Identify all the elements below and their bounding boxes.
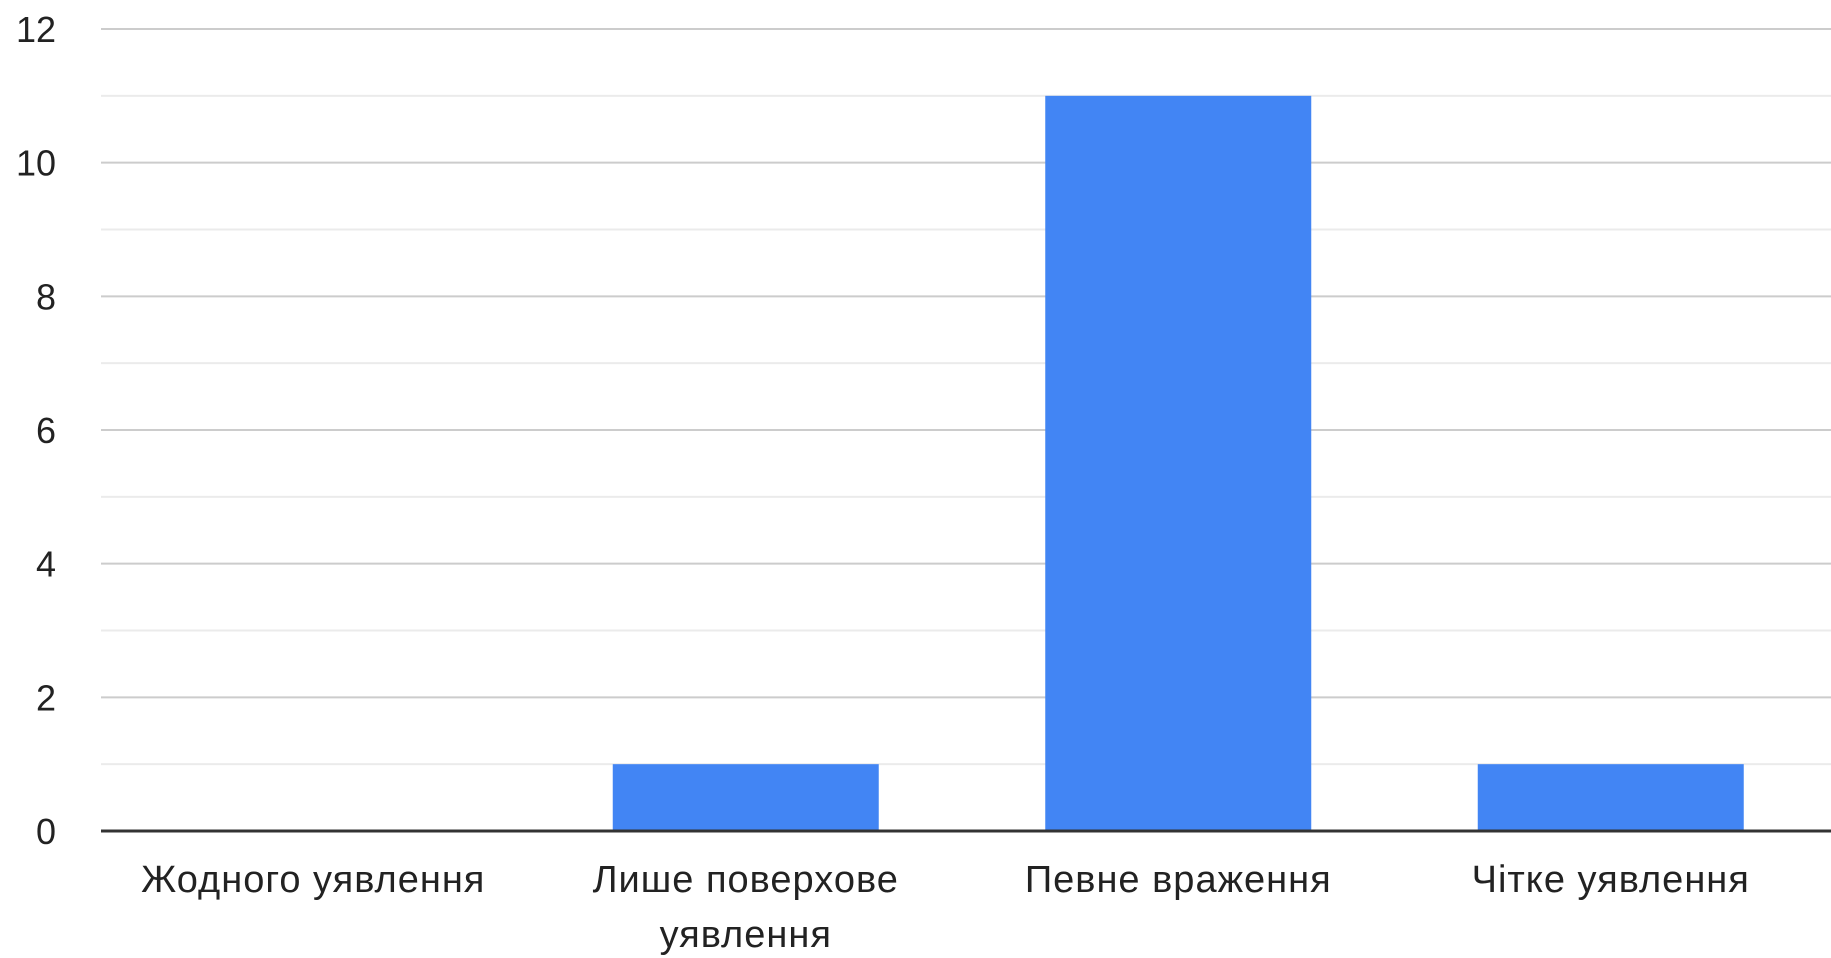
grid-lines bbox=[101, 28, 1831, 766]
y-tick-label: 2 bbox=[36, 677, 56, 718]
y-tick-labels: 0 2 4 6 8 10 12 bbox=[16, 9, 56, 852]
bars bbox=[612, 95, 1744, 832]
bar bbox=[1045, 95, 1312, 832]
bar bbox=[1477, 764, 1744, 831]
x-category-label: Лише поверхове уявлення bbox=[593, 859, 899, 956]
y-tick-label: 6 bbox=[36, 410, 56, 451]
x-category-labels: Жодного уявлення Лише поверхове уявлення Пе… bbox=[141, 859, 1750, 956]
x-category-label: Жодного уявлення bbox=[141, 859, 485, 901]
y-tick-label: 10 bbox=[16, 143, 56, 184]
bar bbox=[612, 764, 879, 831]
y-tick-label: 8 bbox=[36, 276, 56, 317]
y-tick-label: 12 bbox=[16, 9, 56, 50]
y-tick-label: 4 bbox=[36, 544, 56, 585]
x-category-label: Певне враження bbox=[1025, 859, 1332, 901]
x-category-label: Чітке уявлення bbox=[1472, 859, 1750, 901]
y-tick-label: 0 bbox=[36, 811, 56, 852]
